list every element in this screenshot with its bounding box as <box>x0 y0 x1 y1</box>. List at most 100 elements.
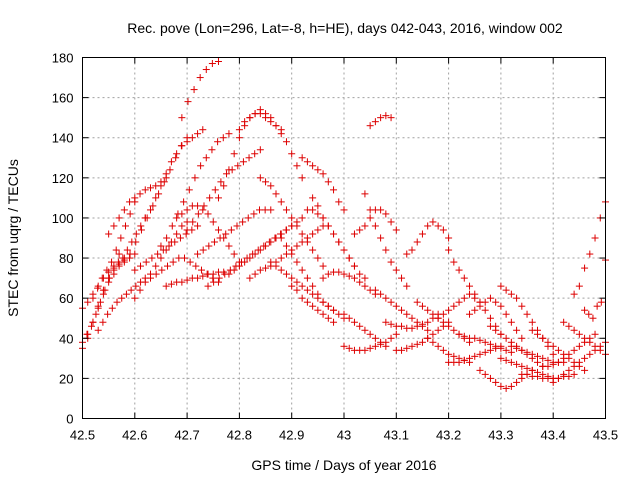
data-point <box>122 290 130 298</box>
data-point <box>251 150 259 158</box>
data-point <box>298 154 306 162</box>
data-point <box>230 250 238 258</box>
data-point <box>219 134 227 142</box>
x-tick-label: 42.9 <box>279 428 304 443</box>
data-point <box>267 238 275 246</box>
data-point <box>481 298 489 306</box>
y-tick-label: 80 <box>59 251 73 266</box>
data-point <box>528 318 536 326</box>
data-point <box>570 346 578 354</box>
data-point <box>403 344 411 352</box>
data-point <box>387 298 395 306</box>
data-point <box>235 134 243 142</box>
data-point <box>413 238 421 246</box>
data-point <box>486 322 494 330</box>
data-point <box>288 282 296 290</box>
data-point <box>92 310 100 318</box>
data-point <box>392 226 400 234</box>
data-point <box>120 206 128 214</box>
data-point <box>303 286 311 294</box>
data-point <box>110 262 118 270</box>
data-point <box>314 166 322 174</box>
data-point <box>118 294 126 302</box>
data-point <box>408 246 416 254</box>
data-point <box>324 302 332 310</box>
data-point <box>132 238 140 246</box>
data-point <box>146 274 154 282</box>
data-point <box>192 262 200 270</box>
data-point <box>288 150 296 158</box>
data-point <box>377 290 385 298</box>
data-point <box>340 206 348 214</box>
data-point <box>486 346 494 354</box>
data-point <box>288 214 296 222</box>
y-tick-label: 160 <box>52 91 74 106</box>
data-point <box>403 282 411 290</box>
data-point <box>108 304 116 312</box>
data-point <box>205 242 213 250</box>
data-point <box>492 298 500 306</box>
data-point <box>445 306 453 314</box>
x-tick-label: 43.3 <box>488 428 513 443</box>
data-point <box>115 260 123 268</box>
data-point <box>204 282 212 290</box>
data-point <box>330 318 338 326</box>
data-point <box>314 306 322 314</box>
data-point <box>108 258 116 266</box>
data-point <box>460 356 468 364</box>
x-axis-label: GPS time / Days of year 2016 <box>251 457 436 473</box>
data-point <box>120 258 128 266</box>
data-point <box>309 282 317 290</box>
data-point <box>471 352 479 360</box>
data-point <box>371 222 379 230</box>
data-point <box>288 274 296 282</box>
data-point <box>199 272 207 280</box>
data-point <box>424 222 432 230</box>
data-point <box>309 302 317 310</box>
data-point <box>84 330 92 338</box>
data-point <box>392 266 400 274</box>
data-point <box>445 246 453 254</box>
data-point <box>513 326 521 334</box>
data-point <box>549 378 557 386</box>
x-tick-label: 43.2 <box>436 428 461 443</box>
data-point <box>418 302 426 310</box>
data-point <box>528 366 536 374</box>
data-point <box>167 280 175 288</box>
data-point <box>200 202 208 210</box>
data-point <box>191 174 199 182</box>
data-point <box>387 114 395 122</box>
data-point <box>455 358 463 366</box>
data-point <box>366 214 374 222</box>
data-point <box>298 294 306 302</box>
data-point <box>382 338 390 346</box>
data-point <box>340 342 348 350</box>
data-point <box>356 226 364 234</box>
data-point <box>597 298 605 306</box>
data-point <box>183 138 191 146</box>
data-point <box>197 162 205 170</box>
data-point <box>581 334 589 342</box>
data-point <box>507 342 515 350</box>
data-point <box>434 314 442 322</box>
data-point <box>256 266 264 274</box>
data-point <box>486 314 494 322</box>
data-point <box>497 282 505 290</box>
data-point <box>251 250 259 258</box>
data-point <box>497 354 505 362</box>
data-point <box>424 334 432 342</box>
data-point <box>486 294 494 302</box>
data-point <box>497 330 505 338</box>
data-point <box>246 254 254 262</box>
data-point <box>223 170 231 178</box>
data-point <box>586 338 594 346</box>
data-point <box>429 338 437 346</box>
data-point <box>361 326 369 334</box>
data-point <box>377 234 385 242</box>
data-point <box>202 154 210 162</box>
data-point <box>314 202 322 210</box>
data-point <box>513 344 521 352</box>
data-point <box>534 352 542 360</box>
data-point <box>434 326 442 334</box>
data-point <box>350 318 358 326</box>
